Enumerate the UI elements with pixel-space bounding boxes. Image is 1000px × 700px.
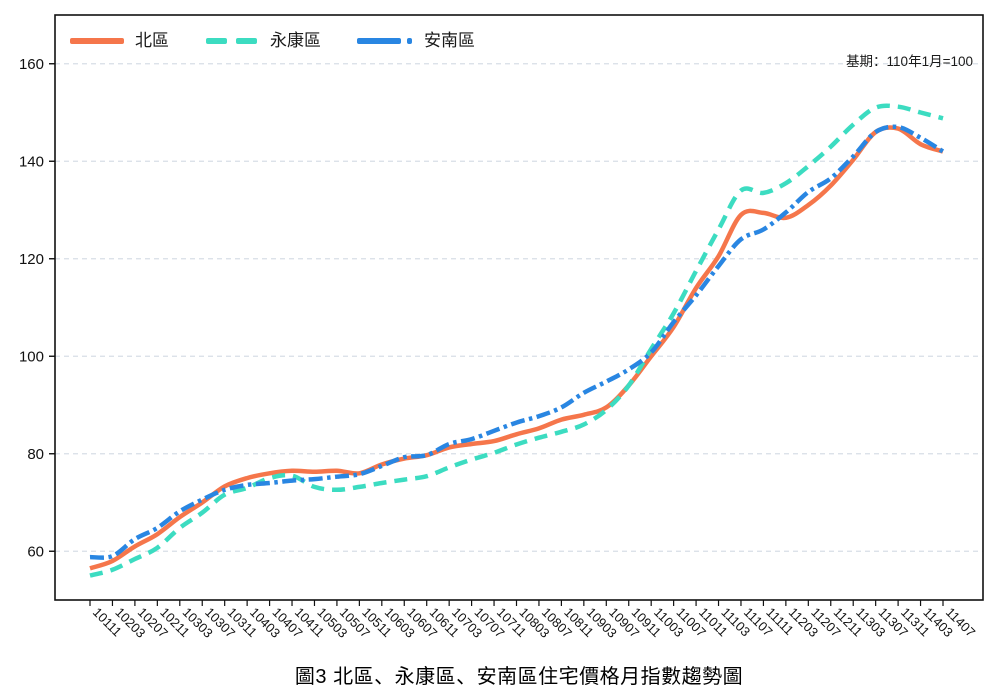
legend-label: 永康區 <box>270 31 321 50</box>
y-tick-label: 140 <box>19 153 44 170</box>
y-tick-label: 100 <box>19 348 44 365</box>
solid-line-swatch-icon <box>70 37 124 44</box>
base-period-note: 基期：110年1月=100 <box>846 54 973 69</box>
series-line-0 <box>89 125 944 571</box>
series-line-1 <box>89 103 944 578</box>
legend-item-yongkang-district: 永康區 <box>205 32 321 49</box>
dashed-line-swatch-icon <box>206 37 257 44</box>
plot-border <box>54 14 984 601</box>
legend-label: 北區 <box>135 31 169 50</box>
legend-item-north-district: 北區 <box>70 32 169 49</box>
y-tick-label: 60 <box>27 543 44 560</box>
chart-legend: 北區 永康區 安南區 <box>70 32 475 49</box>
legend-item-annan-district: 安南區 <box>357 32 475 49</box>
y-tick-label: 80 <box>27 446 44 463</box>
y-tick-label: 160 <box>19 56 44 73</box>
dash-dot-line-swatch-icon <box>357 37 412 44</box>
legend-label: 安南區 <box>424 31 475 50</box>
series-line-2 <box>89 124 945 560</box>
chart-title: 圖3 北區、永康區、安南區住宅價格月指數趨勢圖 <box>294 666 744 688</box>
y-tick-label: 120 <box>19 251 44 268</box>
